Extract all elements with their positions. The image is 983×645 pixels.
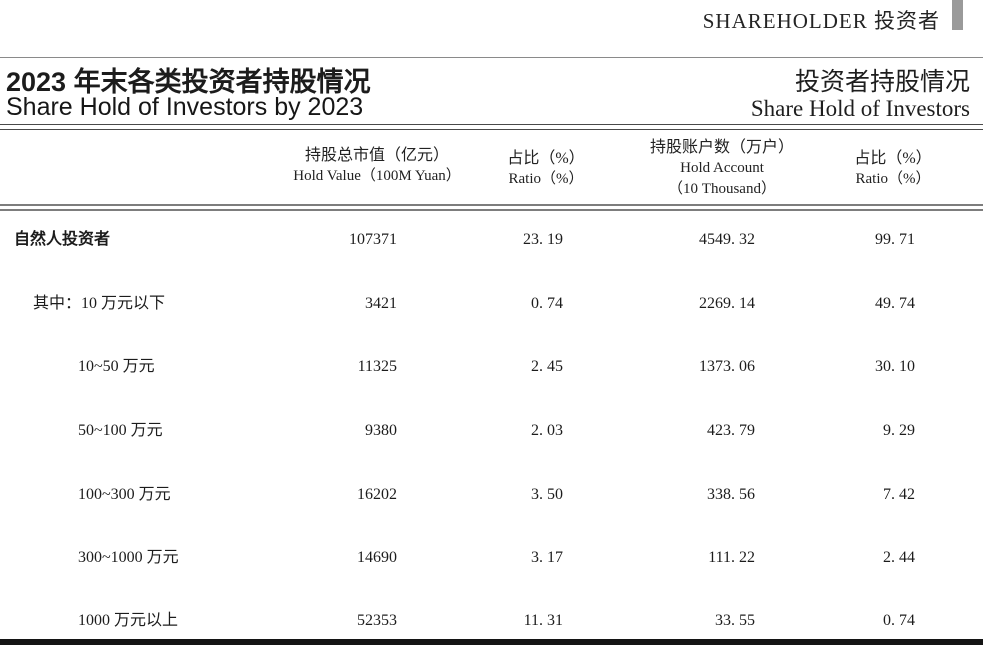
header-rule-lower xyxy=(0,209,983,211)
cell-hold-value: 3421 xyxy=(365,295,397,312)
column-header-hold-value: 持股总市值（亿元） Hold Value（100M Yuan） xyxy=(267,145,487,187)
table-row: 1000 万元以上 52353 11. 31 33. 55 0. 74 xyxy=(0,611,983,631)
cell-ratio-2: 7. 42 xyxy=(883,486,915,503)
row-label: 1000 万元以上 xyxy=(78,612,179,629)
cell-hold-account: 423. 79 xyxy=(707,422,755,439)
cell-hold-value: 107371 xyxy=(349,231,397,248)
cell-ratio-2: 99. 71 xyxy=(875,231,915,248)
column-header-en: Ratio（%） xyxy=(508,171,584,187)
cell-hold-account: 1373. 06 xyxy=(699,358,755,375)
cell-ratio-1: 0. 74 xyxy=(531,295,563,312)
cell-hold-account: 338. 56 xyxy=(707,486,755,503)
column-header-en2: （10 Thousand） xyxy=(668,181,776,197)
table-row: 100~300 万元 16202 3. 50 338. 56 7. 42 xyxy=(0,485,983,505)
page-title-right-zh: 投资者持股情况 xyxy=(794,69,970,96)
cell-hold-value: 16202 xyxy=(357,486,397,503)
row-label: 300~1000 万元 xyxy=(78,549,179,566)
table-row: 其中：10 万元以下 3421 0. 74 2269. 14 49. 74 xyxy=(0,294,983,314)
page-title-en: Share Hold of Investors by 2023 xyxy=(6,93,364,121)
cell-hold-account: 33. 55 xyxy=(715,612,755,629)
cell-hold-value: 14690 xyxy=(357,549,397,566)
cell-hold-account: 4549. 32 xyxy=(699,231,755,248)
column-header-zh: 占比（%） xyxy=(507,150,585,167)
cell-ratio-2: 0. 74 xyxy=(883,612,915,629)
cell-hold-account: 111. 22 xyxy=(708,549,755,566)
section-header: SHAREHOLDER 投资者 xyxy=(702,9,940,33)
cell-ratio-1: 3. 17 xyxy=(531,549,563,566)
corner-accent-bar xyxy=(952,0,963,30)
column-header-hold-account: 持股账户数（万户） Hold Account （10 Thousand） xyxy=(612,137,832,200)
cell-hold-value: 9380 xyxy=(365,422,397,439)
cell-ratio-1: 11. 31 xyxy=(523,612,563,629)
cell-hold-value: 11325 xyxy=(357,358,397,375)
table-row: 300~1000 万元 14690 3. 17 111. 22 2. 44 xyxy=(0,548,983,568)
column-header-ratio-1: 占比（%） Ratio（%） xyxy=(446,148,646,190)
cell-ratio-2: 49. 74 xyxy=(875,295,915,312)
column-header-zh: 占比（%） xyxy=(854,150,932,167)
row-label: 自然人投资者 xyxy=(14,231,111,248)
column-header-ratio-2: 占比（%） Ratio（%） xyxy=(803,148,983,190)
page-edge-bar xyxy=(0,639,983,645)
cell-ratio-2: 2. 44 xyxy=(883,549,915,566)
top-rule xyxy=(0,57,983,58)
cell-ratio-1: 2. 45 xyxy=(531,358,563,375)
cell-ratio-1: 3. 50 xyxy=(531,486,563,503)
row-label: 50~100 万元 xyxy=(78,422,163,439)
cell-hold-value: 52353 xyxy=(357,612,397,629)
cell-ratio-1: 23. 19 xyxy=(523,231,563,248)
page-title-right-en: Share Hold of Investors xyxy=(750,96,970,121)
column-header-en: Ratio（%） xyxy=(855,171,931,187)
table-row: 10~50 万元 11325 2. 45 1373. 06 30. 10 xyxy=(0,357,983,377)
title-double-rule xyxy=(0,124,983,130)
header-rule-upper xyxy=(0,204,983,206)
column-header-zh: 持股账户数（万户） xyxy=(649,139,794,156)
row-label: 100~300 万元 xyxy=(78,486,171,503)
cell-ratio-1: 2. 03 xyxy=(531,422,563,439)
cell-ratio-2: 30. 10 xyxy=(875,358,915,375)
row-label: 其中：10 万元以下 xyxy=(33,295,166,312)
row-label: 10~50 万元 xyxy=(78,358,155,375)
table-row: 自然人投资者 107371 23. 19 4549. 32 99. 71 xyxy=(0,230,983,250)
column-header-zh: 持股总市值（亿元） xyxy=(304,147,449,164)
table-row: 50~100 万元 9380 2. 03 423. 79 9. 29 xyxy=(0,421,983,441)
page-title-zh: 2023 年末各类投资者持股情况 xyxy=(6,67,371,97)
column-header-en: Hold Account xyxy=(680,160,764,176)
cell-ratio-2: 9. 29 xyxy=(883,422,915,439)
column-header-en: Hold Value（100M Yuan） xyxy=(293,168,461,184)
cell-hold-account: 2269. 14 xyxy=(699,295,755,312)
